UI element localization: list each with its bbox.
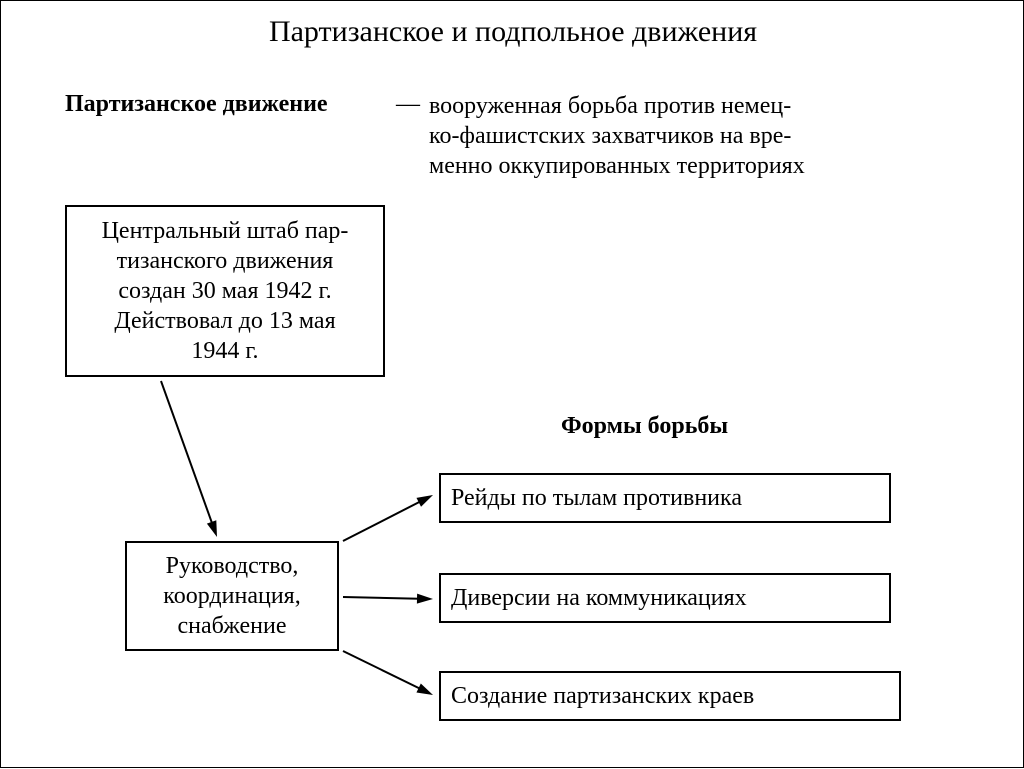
definition-term: Партизанское движение [65, 91, 385, 118]
definition-dash: — [396, 91, 420, 118]
hq-box: Центральный штаб пар-тизанского движения… [65, 205, 385, 377]
form-box-raids: Рейды по тылам противника [439, 473, 891, 523]
coordination-box: Руководство,координация,снабжение [125, 541, 339, 651]
diagram-canvas: Партизанское и подпольное движения Парти… [0, 0, 1024, 768]
page-title: Партизанское и подпольное движения [1, 15, 1024, 49]
definition-body: вооруженная борьба против немец-ко-фашис… [429, 91, 969, 181]
form-box-partisan-regions: Создание партизанских краев [439, 671, 901, 721]
forms-subhead: Формы борьбы [561, 413, 728, 440]
form-box-diversions: Диверсии на коммуникациях [439, 573, 891, 623]
title-text: Партизанское и подпольное движения [269, 15, 757, 48]
